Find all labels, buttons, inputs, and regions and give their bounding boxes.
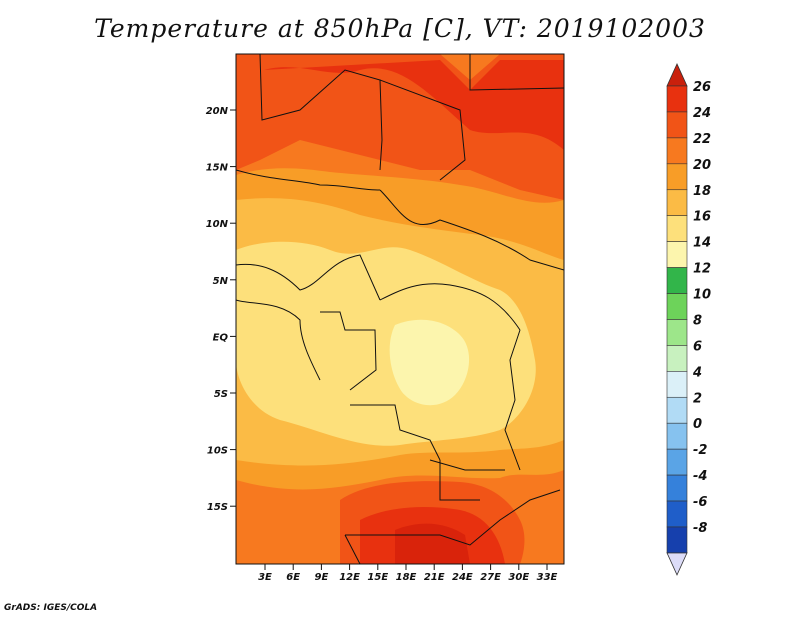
- band-14-16-center: [389, 319, 470, 406]
- plot-frame: [235, 53, 565, 565]
- lon-tick-label: 15E: [367, 572, 388, 583]
- colorbar-label: 8: [693, 313, 702, 328]
- latitude-axis: 20N 15N 10N 5N EQ 5S 10S 15S: [206, 106, 236, 513]
- colorbar-label: 18: [693, 184, 711, 199]
- colorbar-label: 22: [693, 132, 711, 147]
- country-borders: [236, 54, 564, 564]
- colorbar-segment: [666, 371, 688, 398]
- longitude-axis: 3E 6E 9E 12E 15E 18E 21E 24E 27E 30E 33E: [258, 564, 558, 583]
- lat-tick-label: 15S: [207, 502, 228, 513]
- colorbar-label: -4: [693, 469, 707, 484]
- colorbar-label: 26: [693, 80, 711, 95]
- colorbar-label: 10: [693, 288, 711, 303]
- band-26plus-core: [395, 523, 470, 564]
- colorbar-label: -8: [693, 521, 707, 536]
- lon-tick-label: 24E: [452, 572, 473, 583]
- colorbar-label: 4: [692, 365, 702, 380]
- colorbar-segment: [666, 163, 688, 191]
- lat-tick-label: EQ: [213, 332, 229, 343]
- colorbar-segment: [666, 111, 688, 139]
- lat-tick-label: 5N: [213, 276, 229, 287]
- lat-tick-label: 20N: [206, 106, 229, 117]
- colorbar-label: 24: [693, 106, 711, 121]
- footer-credit: GrADS: IGES/COLA: [4, 603, 98, 613]
- colorbar-label: 14: [693, 236, 711, 251]
- colorbar-segment: [666, 345, 688, 372]
- lon-tick-label: 27E: [480, 572, 501, 583]
- lon-tick-label: 6E: [286, 572, 300, 583]
- colorbar-label: 2: [693, 391, 702, 406]
- lat-tick-label: 10S: [207, 446, 228, 457]
- colorbar-segment: [666, 422, 688, 450]
- colorbar-segment: [666, 241, 688, 268]
- colorbar-label: 0: [693, 417, 702, 432]
- map-title: Temperature at 850hPa [C], VT: 201910200…: [94, 14, 706, 43]
- lat-tick-label: 15N: [206, 163, 229, 174]
- colorbar-segment: [666, 267, 688, 294]
- colorbar-segment: [666, 137, 688, 165]
- lon-tick-label: 3E: [258, 572, 272, 583]
- lon-tick-label: 33E: [537, 572, 558, 583]
- colorbar-label: -6: [693, 495, 707, 510]
- colorbar-segment: [666, 396, 688, 424]
- colorbar-segment: [666, 526, 688, 554]
- colorbar-bottom-cap: [666, 552, 688, 576]
- band-26plus-north: [264, 60, 564, 150]
- colorbar-label: 20: [693, 158, 711, 173]
- lon-tick-label: 18E: [396, 572, 417, 583]
- colorbar-segment: [666, 85, 688, 113]
- colorbar-segment: [666, 474, 688, 502]
- lon-tick-label: 9E: [315, 572, 329, 583]
- lon-tick-label: 30E: [508, 572, 529, 583]
- band-16-18: [236, 241, 536, 446]
- colorbar-segment: [666, 319, 688, 346]
- lat-tick-label: 5S: [214, 389, 228, 400]
- lat-tick-label: 10N: [206, 219, 229, 230]
- colorbar-label: 12: [693, 262, 711, 277]
- lon-tick-label: 21E: [424, 572, 445, 583]
- temperature-field: [236, 54, 564, 564]
- colorbar-label: 16: [693, 210, 711, 225]
- colorbar-segment: [666, 293, 688, 320]
- colorbar-segment: [666, 189, 688, 216]
- colorbar-label: -2: [693, 443, 707, 458]
- colorbar-label: 6: [693, 339, 702, 354]
- colorbar-segment: [666, 215, 688, 242]
- colorbar-segment: [666, 500, 688, 528]
- colorbar-segment: [666, 448, 688, 476]
- colorbar-top-cap: [666, 63, 688, 87]
- lon-tick-label: 12E: [339, 572, 360, 583]
